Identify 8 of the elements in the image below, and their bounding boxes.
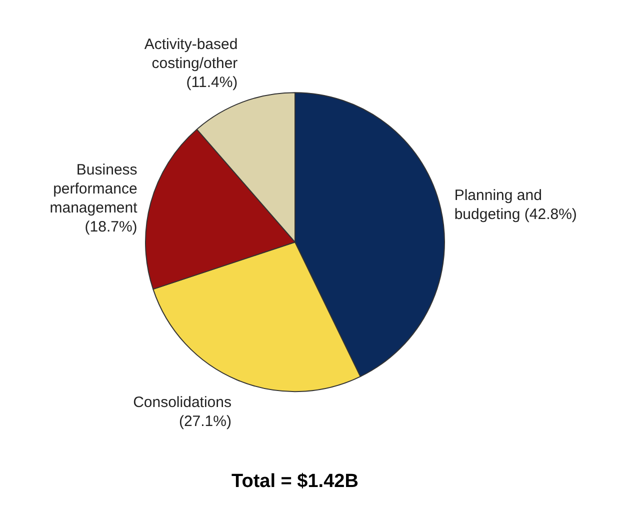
data-label: (11.4%) bbox=[186, 74, 238, 92]
slice-label: Activity-based costing/other bbox=[144, 36, 238, 72]
slice-label: Consolidations bbox=[133, 394, 232, 411]
slice-label: Business performance management bbox=[50, 162, 138, 217]
text: Total = $1.42B bbox=[232, 470, 358, 492]
data-label: (27.1%) bbox=[178, 412, 232, 430]
slice-label: Planning and budgeting (42.8%) bbox=[454, 187, 577, 224]
data-label: (18.7%) bbox=[84, 218, 138, 236]
